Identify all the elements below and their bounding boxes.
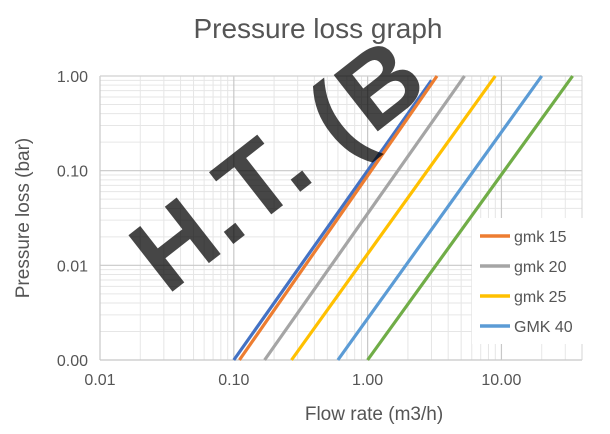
series-line-gmk-25 xyxy=(290,75,497,361)
legend-label: gmk 25 xyxy=(514,289,567,306)
x-axis-title: Flow rate (m3/h) xyxy=(305,404,443,425)
x-tick-label: 0.01 xyxy=(84,372,115,389)
watermark-text: H.T. (B xyxy=(110,15,447,314)
x-tick-label: 1.00 xyxy=(352,372,383,389)
y-tick-label: 0.10 xyxy=(57,164,88,181)
tick-labels: 0.01 0.10 1.00 10.00 0.00 0.01 0.10 1.00 xyxy=(57,69,522,389)
series-line-unlabeled-0 xyxy=(232,79,433,361)
x-tick-label: 10.00 xyxy=(481,372,521,389)
series-line-gmk-20 xyxy=(263,75,466,361)
legend-label: GMK 40 xyxy=(514,319,573,336)
legend-box xyxy=(472,218,584,344)
legend-label: gmk 20 xyxy=(514,259,567,276)
y-tick-label: 1.00 xyxy=(57,69,88,86)
series-line-gmk-15 xyxy=(238,75,439,361)
y-tick-label: 0.00 xyxy=(57,353,88,370)
legend: gmk 15 gmk 20 gmk 25 GMK 40 xyxy=(472,218,584,344)
chart-title: Pressure loss graph xyxy=(193,13,442,44)
series-lines xyxy=(232,75,574,361)
y-axis-title: Pressure loss (bar) xyxy=(13,138,34,299)
series-line-unlabeled-5 xyxy=(366,75,574,361)
x-tick-label: 0.10 xyxy=(218,372,249,389)
series-line-gmk-40 xyxy=(336,75,543,361)
y-tick-label: 0.01 xyxy=(57,258,88,275)
legend-label: gmk 15 xyxy=(514,229,567,246)
